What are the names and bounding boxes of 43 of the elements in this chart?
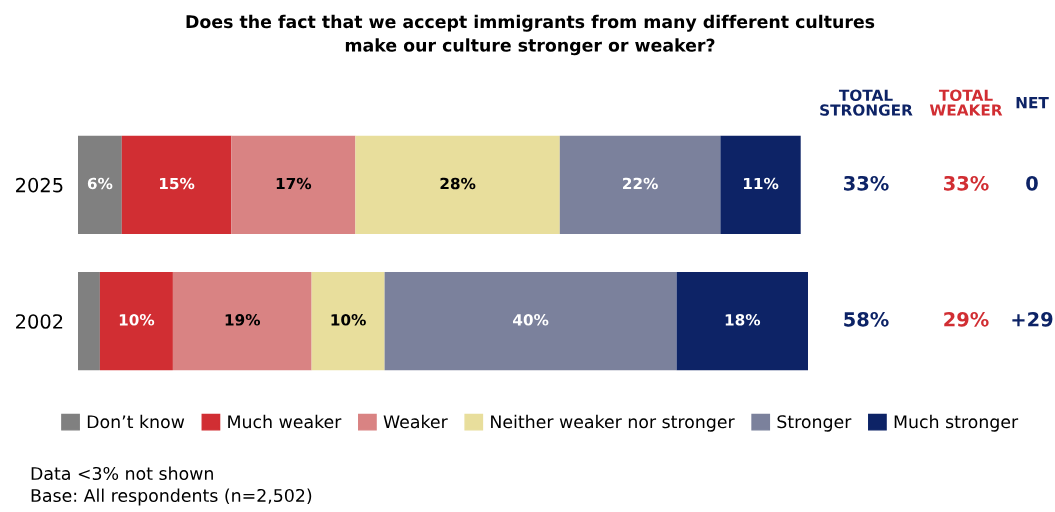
text: 58% [844, 311, 889, 327]
y-tick-label: 2002 [16, 314, 63, 329]
text: TOTAL WEAKER [929, 89, 1003, 116]
data-label: 11% [743, 177, 779, 190]
data-label: 19% [225, 314, 261, 326]
legend-label: Weaker [383, 414, 448, 429]
text: 0 [1026, 175, 1038, 191]
chart-title: Does the fact that we accept immigrants from many different cultures make our culture stronger or weaker? [186, 14, 875, 56]
text: 33% [844, 175, 889, 191]
data-label: 18% [725, 314, 761, 326]
data-label: 22% [623, 177, 658, 190]
data-label: 17% [276, 177, 312, 190]
legend-label: Much stronger [894, 414, 1019, 432]
data-label: 6% [87, 177, 113, 190]
text: TOTAL STRONGER [820, 89, 913, 116]
data-label: 10% [119, 314, 155, 326]
bar [121, 135, 232, 234]
y-tick-label: 2025 [16, 177, 63, 193]
legend-label: Don’t know [87, 414, 185, 429]
bar [78, 272, 100, 371]
data-label: 28% [440, 177, 476, 190]
legend-label: Neither weaker nor stronger [491, 414, 735, 432]
text: NET [1016, 97, 1049, 109]
bar [78, 135, 122, 234]
data-label: 40% [513, 314, 549, 326]
text: Data <3% not shown [31, 466, 213, 481]
bar [231, 135, 356, 234]
legend-label: Much weaker [228, 414, 342, 429]
bar [311, 272, 385, 371]
text: 29% [944, 311, 989, 327]
legend-label: Stronger [777, 415, 852, 432]
bar [172, 272, 312, 371]
bar [384, 272, 677, 371]
bar [99, 272, 173, 371]
bar [676, 272, 808, 371]
text: Base: All respondents (n=2,502) [31, 488, 312, 506]
bar [720, 135, 801, 234]
data-label: 15% [159, 177, 195, 190]
bar [355, 135, 560, 234]
data-label: 10% [331, 314, 366, 326]
text: 33% [944, 175, 989, 191]
bar [559, 135, 721, 234]
text: +29 [1012, 311, 1053, 327]
